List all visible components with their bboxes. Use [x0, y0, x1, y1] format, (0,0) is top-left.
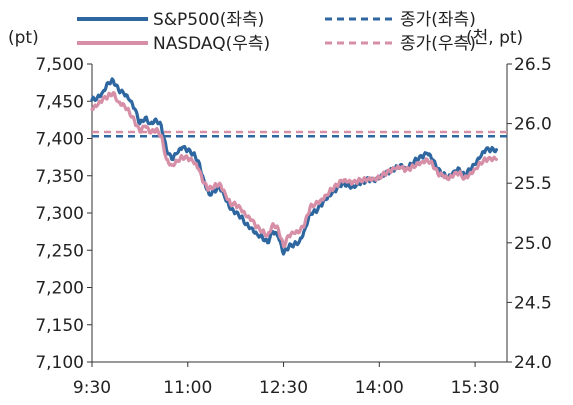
legend-label-sp500: S&P500(좌측) — [153, 10, 264, 30]
left-axis-ticks: 7,500 7,450 7,400 7,350 7,300 7,250 7,200 7,150… — [35, 55, 92, 373]
right-tick-label-3: 25.0 — [514, 234, 552, 254]
right-tick-label-1: 26.0 — [514, 115, 552, 135]
left-tick-label-6: 7,200 — [35, 279, 84, 299]
left-tick-label-4: 7,300 — [35, 204, 84, 224]
x-tick-label-1: 11:00 — [163, 378, 212, 398]
close-reference-lines — [92, 130, 507, 138]
right-tick-label-2: 25.5 — [514, 174, 552, 194]
x-tick-label-0: 9:30 — [73, 378, 111, 398]
left-tick-label-8: 7,100 — [35, 353, 84, 373]
left-tick-label-2: 7,400 — [35, 130, 84, 150]
right-tick-label-4: 24.5 — [514, 293, 552, 313]
right-axis-unit: (천, pt) — [466, 28, 523, 48]
legend-label-sp500-close: 종가(좌측) — [400, 10, 476, 30]
x-axis-ticks: 9:30 11:00 12:30 14:00 15:30 — [73, 362, 500, 398]
left-tick-label-5: 7,250 — [35, 241, 84, 261]
x-tick-label-2: 12:30 — [259, 378, 308, 398]
x-tick-label-4: 15:30 — [451, 378, 500, 398]
nasdaq-line — [90, 91, 498, 248]
right-tick-label-5: 24.0 — [514, 353, 552, 373]
left-tick-label-0: 7,500 — [35, 55, 84, 75]
legend: S&P500(좌측) NASDAQ(우측) 종가(좌측) 종가(우측) — [77, 10, 476, 54]
x-tick-label-3: 14:00 — [355, 378, 404, 398]
left-axis-unit: (pt) — [8, 28, 39, 48]
right-tick-label-0: 26.5 — [514, 55, 552, 75]
series-lines — [90, 77, 498, 256]
legend-label-nasdaq: NASDAQ(우측) — [153, 34, 270, 54]
left-tick-label-1: 7,450 — [35, 92, 84, 112]
legend-label-nasdaq-close: 종가(우측) — [400, 34, 476, 54]
sp500-line — [90, 77, 498, 256]
left-tick-label-7: 7,150 — [35, 316, 84, 336]
right-axis-ticks: 26.5 26.0 25.5 25.0 24.5 24.0 — [507, 55, 552, 373]
left-tick-label-3: 7,350 — [35, 167, 84, 187]
